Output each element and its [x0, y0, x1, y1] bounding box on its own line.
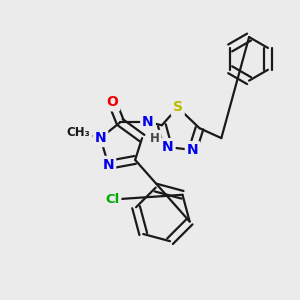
- Text: N: N: [187, 143, 198, 157]
- Text: N: N: [162, 140, 174, 154]
- Text: N: N: [103, 158, 114, 172]
- Text: N: N: [95, 131, 106, 145]
- Text: S: S: [173, 100, 183, 114]
- Text: N: N: [142, 115, 154, 129]
- Text: Cl: Cl: [105, 193, 119, 206]
- Text: O: O: [106, 95, 118, 110]
- Text: CH₃: CH₃: [67, 126, 91, 139]
- Text: H: H: [150, 132, 160, 145]
